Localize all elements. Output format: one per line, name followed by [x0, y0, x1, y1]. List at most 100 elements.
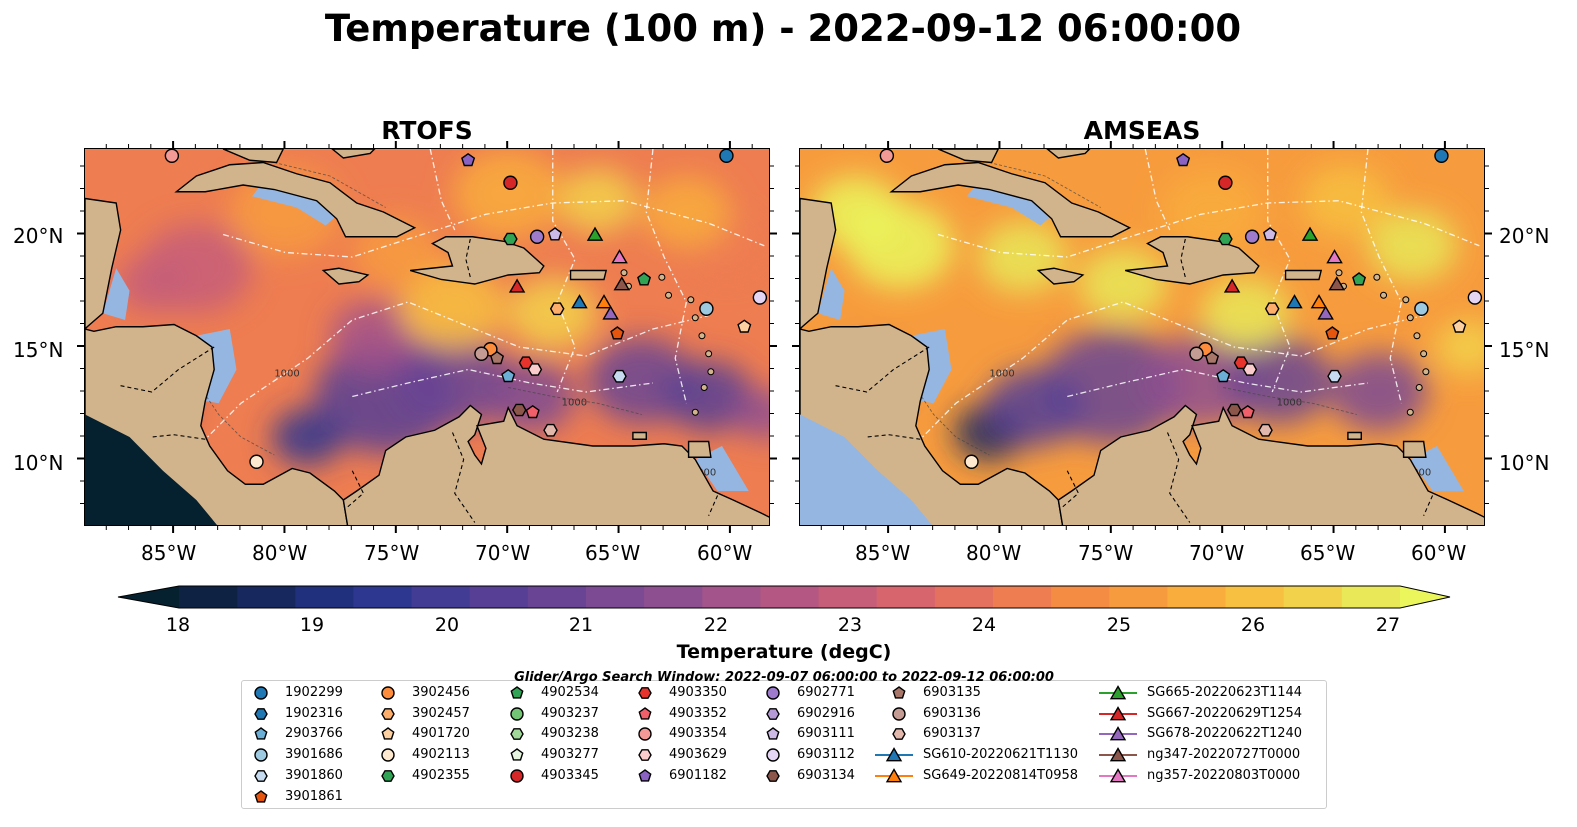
legend-symbol-ng357-20220803T0000[interactable]	[1109, 767, 1127, 783]
land-southAmerica	[342, 404, 769, 525]
legend-symbol-4903352[interactable]	[638, 706, 652, 720]
legend-label-3901860: 3901860	[285, 767, 343, 783]
obs-marker-4903350[interactable]	[518, 356, 534, 370]
obs-marker-SG649-20220814T0958[interactable]	[1310, 294, 1328, 309]
legend-symbol-4903238[interactable]	[510, 728, 524, 741]
obs-marker-6902771[interactable]	[1244, 229, 1260, 244]
obs-marker-4902534[interactable]	[637, 272, 652, 286]
legend-symbol-6902916[interactable]	[766, 707, 780, 720]
obs-marker-3901686[interactable]	[699, 301, 714, 316]
legend-symbol-6902771[interactable]	[766, 686, 780, 700]
legend-symbol-SG678-20220622T1240[interactable]	[1109, 726, 1127, 741]
obs-marker-1902299[interactable]	[719, 149, 734, 163]
obs-marker-3901860[interactable]	[1327, 369, 1342, 383]
obs-marker-6903135[interactable]	[490, 350, 505, 365]
legend-symbol-3901861[interactable]	[254, 789, 268, 803]
obs-marker-4902113[interactable]	[964, 454, 979, 469]
obs-marker-4901720[interactable]	[1452, 319, 1467, 333]
legend-symbol-6903111[interactable]	[766, 727, 780, 740]
obs-marker-ng357-20220803T0000[interactable]	[611, 249, 628, 264]
obs-marker-3902457[interactable]	[549, 302, 565, 316]
obs-marker-6903111[interactable]	[1262, 227, 1277, 241]
legend-symbol-ng347-20220727T0000[interactable]	[1109, 747, 1127, 762]
obs-marker-6901182[interactable]	[1176, 152, 1191, 167]
legend-symbol-SG665-20220623T1144[interactable]	[1109, 685, 1127, 700]
obs-marker-6903137[interactable]	[543, 423, 558, 437]
obs-marker-6901182[interactable]	[461, 152, 476, 167]
legend-symbol-SG667-20220629T1254[interactable]	[1109, 705, 1127, 721]
obs-marker-2903766[interactable]	[1216, 368, 1231, 383]
legend-symbol-4903350[interactable]	[638, 687, 652, 699]
obs-marker-SG665-20220623T1144[interactable]	[1301, 226, 1319, 241]
obs-marker-SG667-20220629T1254[interactable]	[1223, 278, 1241, 293]
obs-marker-4902113[interactable]	[249, 454, 264, 469]
obs-marker-SG665-20220623T1144[interactable]	[586, 226, 604, 241]
obs-marker-4902355[interactable]	[503, 232, 518, 246]
legend-symbol-4902355[interactable]	[381, 769, 395, 782]
obs-marker-4903629[interactable]	[527, 363, 543, 376]
legend-symbol-6903135[interactable]	[892, 686, 906, 699]
obs-marker-6903136[interactable]	[1189, 346, 1204, 361]
obs-marker-SG667-20220629T1254[interactable]	[508, 278, 526, 293]
legend-label-6901182: 6901182	[669, 767, 727, 783]
legend-symbol-6903112[interactable]	[766, 748, 780, 762]
obs-marker-SG610-20220621T1130[interactable]	[1286, 294, 1303, 309]
obs-marker-4903354[interactable]	[879, 149, 895, 163]
obs-marker-4903352[interactable]	[525, 404, 540, 419]
obs-marker-6903135[interactable]	[1205, 350, 1220, 365]
obs-marker-2903766[interactable]	[501, 368, 516, 383]
obs-marker-4902355[interactable]	[1218, 232, 1233, 246]
obs-marker-SG678-20220622T1240[interactable]	[602, 305, 619, 320]
legend-symbol-4903354[interactable]	[638, 727, 652, 742]
legend-symbol-6903134[interactable]	[766, 769, 780, 782]
obs-marker-6903137[interactable]	[1258, 423, 1273, 437]
map-panel-rtofs[interactable]: 100010002000	[84, 148, 770, 526]
obs-marker-ng347-20220727T0000[interactable]	[1328, 276, 1346, 291]
map-panel-amseas[interactable]: 100010002000	[799, 148, 1485, 526]
legend-symbol-1902299[interactable]	[254, 686, 268, 700]
legend-symbol-1902316[interactable]	[254, 707, 268, 720]
obs-marker-6902771[interactable]	[529, 229, 545, 244]
legend-symbol-4903277[interactable]	[510, 748, 524, 761]
obs-marker-4903352[interactable]	[1240, 404, 1255, 419]
obs-marker-3901861[interactable]	[610, 326, 625, 340]
legend-symbol-6901182[interactable]	[638, 768, 652, 782]
obs-marker-3901860[interactable]	[612, 369, 627, 383]
legend-symbol-3901686[interactable]	[254, 748, 268, 762]
obs-marker-4903354[interactable]	[164, 149, 180, 163]
legend-symbol-SG610-20220621T1130[interactable]	[885, 747, 903, 762]
legend-symbol-2903766[interactable]	[254, 727, 268, 740]
legend-symbol-4903629[interactable]	[638, 749, 652, 761]
obs-marker-ng357-20220803T0000[interactable]	[1326, 249, 1343, 264]
obs-marker-ng347-20220727T0000[interactable]	[613, 276, 631, 291]
obs-marker-3902457[interactable]	[1264, 302, 1280, 316]
obs-marker-6903136[interactable]	[474, 346, 489, 361]
legend-symbol-3902457[interactable]	[381, 707, 395, 720]
legend-symbol-3901860[interactable]	[254, 769, 268, 782]
legend-symbol-4902113[interactable]	[381, 748, 395, 762]
legend-symbol-4903345[interactable]	[510, 769, 524, 783]
obs-marker-4903345[interactable]	[503, 175, 518, 190]
obs-marker-4903629[interactable]	[1242, 363, 1258, 376]
legend-symbol-6903137[interactable]	[892, 728, 906, 741]
obs-marker-4903345[interactable]	[1218, 175, 1233, 190]
legend-symbol-6903136[interactable]	[892, 706, 906, 721]
obs-marker-SG649-20220814T0958[interactable]	[595, 294, 613, 309]
obs-marker-3901861[interactable]	[1325, 326, 1340, 340]
legend-symbol-4903237[interactable]	[510, 706, 524, 721]
legend-symbol-4902534[interactable]	[510, 686, 524, 699]
obs-marker-4903350[interactable]	[1233, 356, 1249, 370]
legend-symbol-SG649-20220814T0958[interactable]	[885, 767, 903, 783]
obs-marker-6903111[interactable]	[547, 227, 562, 241]
obs-marker-4901720[interactable]	[737, 319, 752, 333]
obs-marker-6903112[interactable]	[752, 290, 768, 305]
obs-marker-6903112[interactable]	[1467, 290, 1483, 305]
obs-marker-SG678-20220622T1240[interactable]	[1317, 305, 1334, 320]
legend-marker-4902113	[381, 748, 395, 762]
obs-marker-3901686[interactable]	[1414, 301, 1429, 316]
legend-symbol-3902456[interactable]	[381, 686, 395, 700]
legend-symbol-4901720[interactable]	[381, 727, 395, 740]
obs-marker-1902299[interactable]	[1434, 149, 1449, 163]
obs-marker-4902534[interactable]	[1352, 272, 1367, 286]
obs-marker-SG610-20220621T1130[interactable]	[571, 294, 588, 309]
